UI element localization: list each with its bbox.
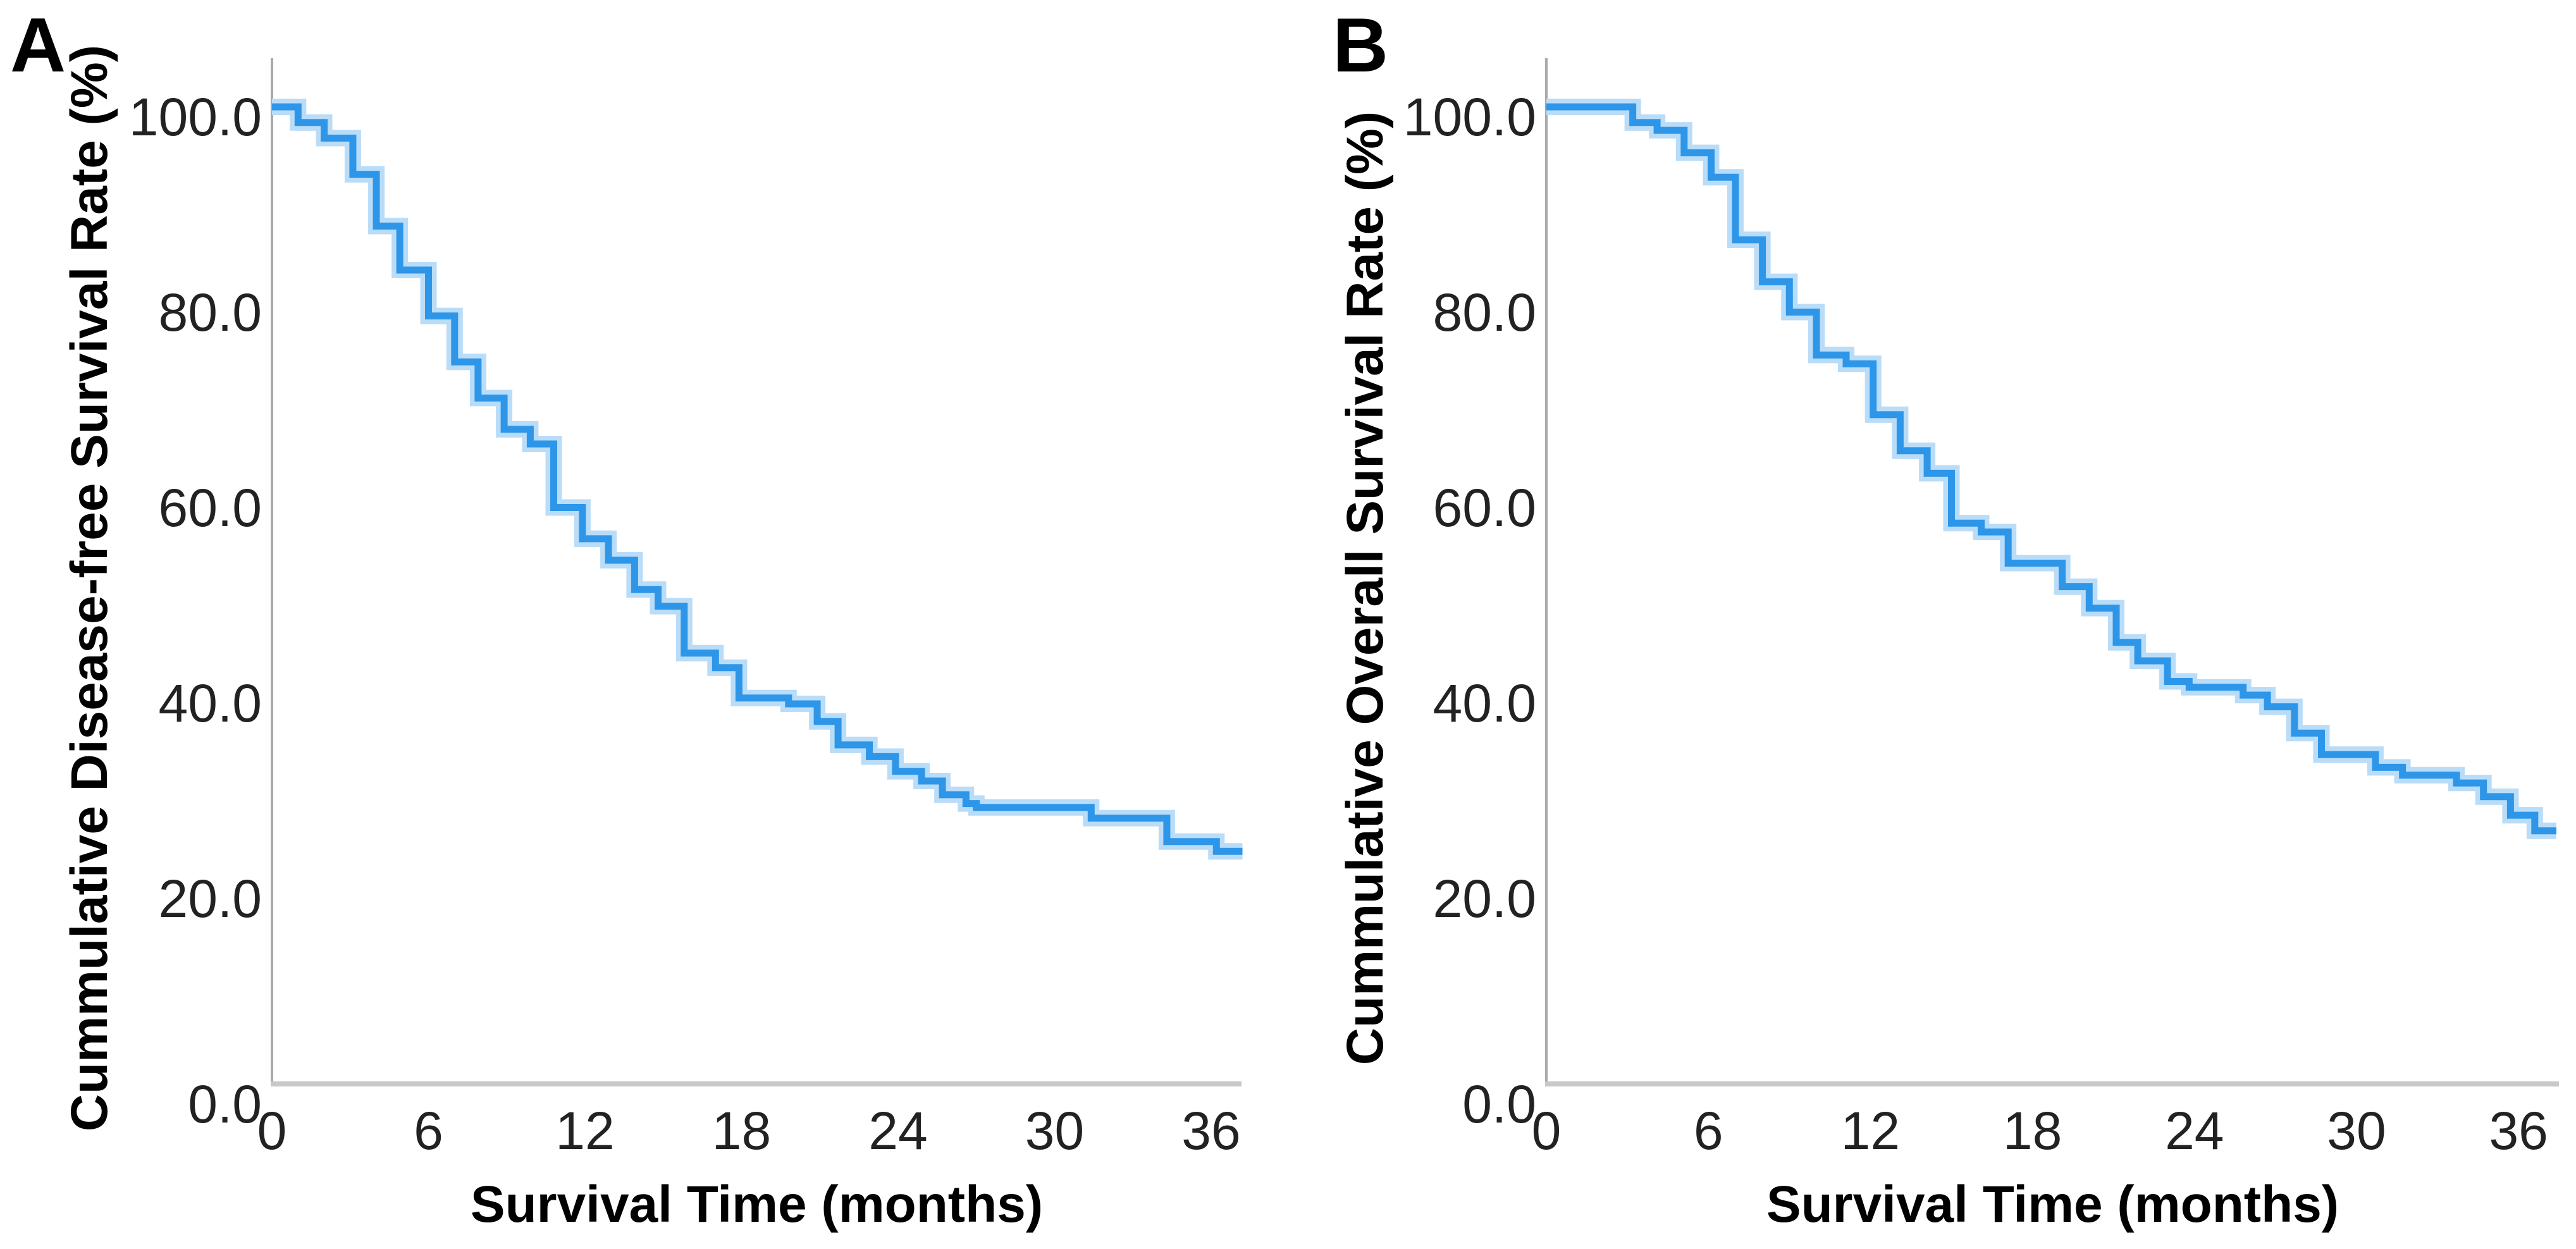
- y-axis-title-a: Cummulative Disease-free Survival Rate (…: [61, 44, 118, 1132]
- x-tick-label: 0: [1531, 1101, 1562, 1160]
- x-tick-label: 0: [257, 1101, 287, 1160]
- y-tick-label: 20.0: [158, 869, 262, 928]
- survival-curve-halo: [1546, 99, 2556, 839]
- y-tick-label: 0.0: [188, 1074, 262, 1134]
- y-tick-label: 40.0: [1433, 674, 1537, 733]
- x-tick-label: 18: [712, 1101, 772, 1160]
- survival-chart-a: [271, 58, 1243, 1086]
- x-tick-label: 12: [1840, 1101, 1901, 1160]
- x-tick-label: 12: [555, 1101, 615, 1160]
- x-axis-title-a: Survival Time (months): [470, 1176, 1044, 1233]
- survival-chart-b: [1545, 58, 2559, 1086]
- x-tick-label: 30: [1025, 1101, 1085, 1160]
- survival-curve: [272, 103, 1243, 855]
- panel-letter-a: A: [10, 2, 66, 88]
- y-tick-label: 100.0: [128, 87, 262, 147]
- y-tick-label: 80.0: [158, 283, 262, 342]
- y-tick-label: 0.0: [1462, 1074, 1536, 1134]
- y-tick-label: 20.0: [1433, 869, 1537, 928]
- x-tick-label: 30: [2327, 1101, 2386, 1160]
- x-axis-title-b: Survival Time (months): [1766, 1176, 2339, 1233]
- panel-overall-survival: B Cummulative Overall Survival Rate (%) …: [1288, 0, 2576, 1249]
- x-tick-label: 6: [414, 1101, 443, 1160]
- x-tick-label: 36: [1181, 1101, 1241, 1160]
- x-tick-label: 24: [868, 1101, 928, 1160]
- x-tick-label: 24: [2165, 1101, 2224, 1160]
- panel-disease-free-survival: A Cummulative Disease-free Survival Rate…: [10, 2, 1243, 1233]
- y-tick-label: 60.0: [1433, 478, 1537, 538]
- panel-letter-b: B: [1333, 2, 1389, 88]
- y-tick-label: 60.0: [158, 478, 262, 538]
- x-tick-label: 6: [1693, 1101, 1723, 1160]
- x-tick-label: 36: [2489, 1101, 2548, 1160]
- x-tick-label: 18: [2002, 1101, 2062, 1160]
- y-tick-label: 80.0: [1433, 283, 1537, 342]
- y-tick-label: 100.0: [1403, 87, 1536, 147]
- y-tick-label: 40.0: [158, 674, 262, 733]
- survival-curve-halo: [272, 99, 1243, 860]
- survival-curve: [1546, 103, 2556, 835]
